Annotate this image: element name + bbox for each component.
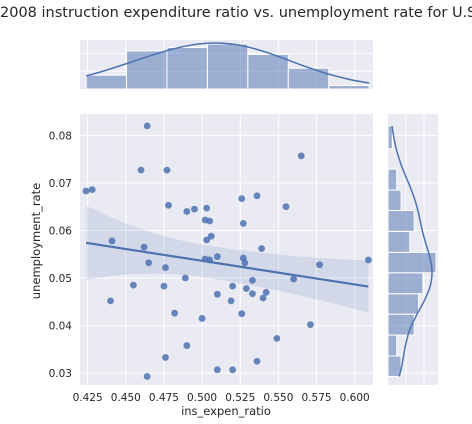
top-histogram-bar bbox=[247, 53, 289, 90]
scatter-point bbox=[145, 259, 153, 267]
scatter-point bbox=[108, 237, 116, 245]
y-tick-label: 0.03 bbox=[49, 368, 72, 380]
scatter-point bbox=[242, 285, 250, 292]
scatter-point bbox=[213, 253, 221, 261]
y-tick-label: 0.08 bbox=[49, 130, 72, 142]
right-histogram-bar bbox=[387, 313, 415, 336]
scatter-point bbox=[259, 294, 267, 302]
scatter-point bbox=[181, 274, 189, 282]
scatter-point bbox=[165, 201, 172, 209]
top-histogram-bar bbox=[287, 67, 330, 90]
scatter-point bbox=[213, 290, 221, 298]
scatter-point bbox=[213, 366, 221, 374]
scatter-point bbox=[290, 275, 298, 283]
chart-title: 2008 instruction expenditure ratio vs. u… bbox=[0, 5, 472, 21]
x-tick-label: 0.475 bbox=[149, 392, 179, 404]
scatter-point bbox=[107, 297, 114, 305]
scatter-point bbox=[130, 281, 137, 289]
scatter-point bbox=[239, 219, 247, 227]
right-histogram-bar bbox=[387, 230, 411, 253]
right-kde-curve bbox=[391, 125, 433, 377]
confidence-band bbox=[86, 205, 369, 313]
scatter-point bbox=[207, 232, 215, 240]
scatter-point bbox=[229, 366, 237, 374]
x-tick-label: 0.450 bbox=[111, 392, 141, 404]
right-histogram-bar bbox=[387, 210, 415, 232]
top-histogram-bar bbox=[85, 74, 128, 90]
scatter-point bbox=[365, 256, 372, 264]
scatter-point bbox=[183, 208, 191, 215]
right-marginal-histogram bbox=[387, 114, 438, 385]
top-marginal-histogram bbox=[80, 40, 373, 90]
top-histogram-bar bbox=[166, 46, 208, 90]
x-tick-label: 0.500 bbox=[187, 392, 217, 404]
x-tick-label: 0.425 bbox=[73, 392, 103, 404]
scatter-point bbox=[241, 259, 249, 267]
x-axis-label: ins_expen_ratio bbox=[181, 404, 271, 418]
y-axis-label: unemployment_rate bbox=[29, 183, 43, 299]
scatter-point bbox=[307, 321, 314, 329]
regression-line bbox=[85, 241, 369, 288]
scatter-point bbox=[238, 310, 246, 318]
scatter-point bbox=[162, 264, 169, 271]
scatter-point bbox=[82, 187, 90, 195]
right-histogram-bar bbox=[387, 251, 437, 274]
top-histogram-bar bbox=[328, 85, 370, 90]
scatter-point bbox=[249, 290, 256, 298]
scatter-point bbox=[229, 282, 237, 290]
y-tick-label: 0.04 bbox=[49, 321, 73, 333]
right-histogram-bar bbox=[387, 168, 398, 191]
right-histogram-bar bbox=[387, 355, 402, 377]
scatter-point bbox=[137, 166, 145, 174]
scatter-point bbox=[262, 288, 270, 296]
scatter-point bbox=[227, 297, 235, 305]
right-histogram-bar bbox=[387, 272, 424, 295]
scatter-point bbox=[191, 205, 198, 213]
scatter-point bbox=[203, 236, 211, 244]
top-histogram-bar bbox=[206, 43, 249, 90]
scatter-point bbox=[297, 152, 305, 160]
scatter-point bbox=[282, 203, 290, 211]
x-tick-label: 0.525 bbox=[225, 392, 255, 404]
top-kde-curve bbox=[85, 42, 370, 84]
scatter-point bbox=[253, 192, 261, 200]
scatter-point bbox=[171, 309, 179, 317]
scatter-point bbox=[253, 357, 261, 365]
scatter-point bbox=[316, 261, 323, 269]
y-tick-label: 0.07 bbox=[49, 178, 72, 190]
x-tick-label: 0.575 bbox=[302, 392, 332, 404]
scatter-point bbox=[140, 243, 148, 251]
scatter-point bbox=[162, 354, 169, 361]
scatter-point bbox=[143, 373, 151, 380]
y-tick-label: 0.06 bbox=[49, 225, 73, 237]
scatter-point bbox=[143, 122, 151, 130]
scatter-point bbox=[238, 195, 246, 203]
scatter-point bbox=[163, 166, 171, 174]
right-histogram-bar bbox=[387, 293, 420, 315]
scatter-point bbox=[183, 342, 191, 349]
main-scatter-panel: 0.425 0.450 0.475 0.500 0.525 0.550 0.575 0.600… bbox=[49, 114, 373, 404]
scatter-point bbox=[160, 282, 168, 290]
right-histogram-bar bbox=[387, 125, 393, 150]
scatter-point bbox=[273, 335, 281, 342]
right-histogram-bar bbox=[387, 334, 398, 357]
scatter-point bbox=[198, 315, 206, 322]
x-tick-label: 0.600 bbox=[340, 392, 370, 404]
x-tick-label: 0.550 bbox=[263, 392, 293, 404]
right-histogram-bar bbox=[387, 189, 402, 212]
scatter-point bbox=[206, 217, 214, 225]
scatter-point bbox=[249, 277, 256, 284]
scatter-point bbox=[88, 186, 96, 193]
scatter-point bbox=[203, 204, 211, 212]
scatter-point bbox=[258, 245, 265, 252]
y-tick-label: 0.05 bbox=[49, 273, 72, 285]
